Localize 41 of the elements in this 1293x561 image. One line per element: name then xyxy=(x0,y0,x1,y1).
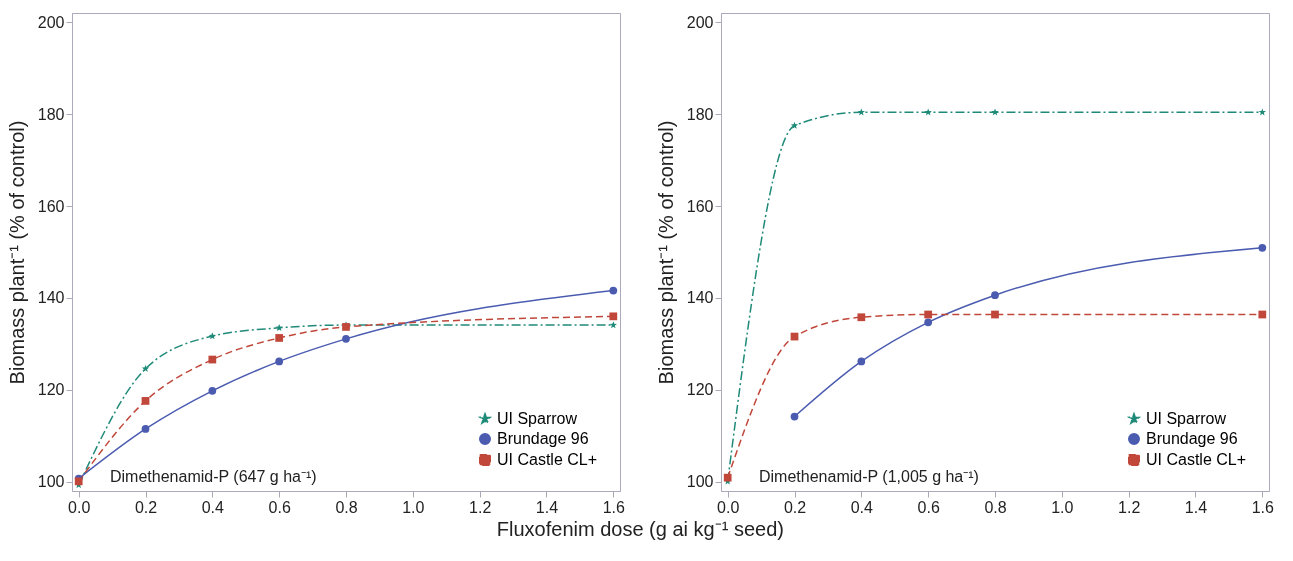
y-tick-label: 140 xyxy=(37,289,65,307)
x-tick-label: 0.8 xyxy=(984,498,1007,516)
x-tick-label: 0.8 xyxy=(335,498,358,516)
legend-label: UI Sparrow xyxy=(497,410,578,427)
y-axis-title: Biomass plant⁻¹ (% of control) xyxy=(654,120,677,385)
x-tick-label: 1.4 xyxy=(1184,498,1208,516)
legend-label: UI Sparrow xyxy=(1146,410,1227,427)
x-tick-label: 0.6 xyxy=(268,498,291,516)
legend-label: UI Castle CL+ xyxy=(497,451,598,468)
y-tick-label: 180 xyxy=(686,105,714,123)
y-tick-label: 100 xyxy=(686,473,714,491)
x-axis-title: Fluxofenim dose (g ai kg⁻¹ seed) xyxy=(496,517,784,540)
y-tick-label: 180 xyxy=(37,105,65,123)
legend-label: Brundage 96 xyxy=(497,430,589,447)
x-tick-label: 1.4 xyxy=(535,498,559,516)
y-tick-label: 160 xyxy=(686,197,714,215)
x-tick-label: 0.2 xyxy=(134,498,158,516)
x-tick-label: 0.4 xyxy=(850,498,874,516)
x-tick-label: 1.2 xyxy=(469,498,492,516)
x-tick-label: 0.4 xyxy=(201,498,225,516)
x-tick-label: 0.0 xyxy=(717,498,740,516)
annotation: Dimethenamid-P (1,005 g ha⁻¹) xyxy=(759,468,979,485)
x-tick-label: 1.0 xyxy=(402,498,425,516)
y-tick-label: 120 xyxy=(37,381,65,399)
annotation: Dimethenamid-P (647 g ha⁻¹) xyxy=(110,468,317,485)
legend-label: UI Castle CL+ xyxy=(1146,451,1247,468)
x-tick-label: 0.0 xyxy=(68,498,91,516)
x-tick-label: 1.0 xyxy=(1051,498,1074,516)
x-tick-label: 1.6 xyxy=(602,498,626,516)
y-tick-label: 200 xyxy=(37,13,65,31)
y-axis-title: Biomass plant⁻¹ (% of control) xyxy=(5,120,28,385)
x-tick-label: 1.2 xyxy=(1118,498,1141,516)
y-tick-label: 100 xyxy=(37,473,65,491)
x-tick-label: 0.6 xyxy=(917,498,940,516)
x-tick-label: 0.2 xyxy=(783,498,807,516)
y-tick-label: 140 xyxy=(686,289,714,307)
y-tick-label: 160 xyxy=(37,197,65,215)
legend-label: Brundage 96 xyxy=(1146,430,1238,447)
y-tick-label: 120 xyxy=(686,381,714,399)
y-tick-label: 200 xyxy=(686,13,714,31)
x-tick-label: 1.6 xyxy=(1251,498,1275,516)
